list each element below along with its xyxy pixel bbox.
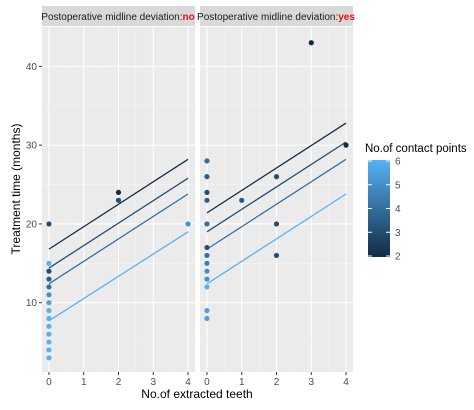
x-axis-title: No.of extracted teeth — [141, 387, 252, 401]
regression-line — [206, 141, 347, 233]
facet-strip-right-label: Postoperative midline deviation:yes — [197, 12, 355, 23]
x-tick-label: 4 — [343, 377, 349, 388]
data-point — [115, 197, 122, 203]
x-tick-label: 0 — [46, 377, 52, 388]
x-tick-label: 0 — [204, 377, 210, 388]
legend-colorbar — [368, 160, 390, 257]
facet-strip-left-label: Postoperative midline deviation:no — [41, 12, 194, 23]
data-point — [46, 260, 52, 266]
x-tick-label: 3 — [150, 377, 156, 388]
data-point — [204, 252, 210, 259]
regression-line — [48, 158, 189, 250]
data-point — [239, 197, 245, 203]
legend-tick-label: 5 — [395, 180, 401, 191]
legend-tick-label: 6 — [395, 157, 401, 168]
regression-line — [206, 193, 347, 285]
data-point — [204, 268, 210, 274]
regression-line — [206, 158, 347, 250]
x-tick-label: 4 — [185, 377, 191, 388]
data-point — [46, 307, 52, 314]
regression-line — [48, 231, 189, 322]
data-point — [204, 260, 210, 266]
data-point — [273, 174, 280, 180]
data-point — [204, 276, 210, 282]
facet-strip-left — [42, 6, 195, 26]
data-point — [204, 307, 210, 314]
data-point — [46, 268, 52, 274]
facet-strip-right-value: yes — [338, 12, 355, 23]
data-point — [46, 339, 52, 345]
legend: No.of contact points 2 3 4 5 6 — [365, 143, 467, 263]
data-point — [204, 221, 210, 227]
facet-strip-left-prefix: Postoperative midline deviation: — [41, 12, 182, 23]
legend-tick-label: 3 — [395, 228, 401, 239]
data-point — [46, 347, 52, 353]
facet-strip-left-value: no — [182, 12, 194, 23]
y-tick-label: 10 — [26, 298, 38, 309]
data-point — [46, 355, 52, 361]
data-point — [308, 40, 314, 46]
y-tick-label: 30 — [26, 141, 38, 152]
data-point — [46, 276, 52, 282]
x-axis-right: 0 1 2 3 4 — [204, 372, 349, 388]
y-tick-label: 20 — [26, 219, 38, 230]
data-point — [273, 252, 280, 259]
data-point — [185, 221, 191, 227]
data-point — [204, 244, 210, 251]
data-point — [46, 300, 52, 306]
x-axis-left: 0 1 2 3 4 — [46, 372, 191, 388]
data-point — [46, 323, 52, 329]
data-point — [204, 189, 210, 196]
data-point — [46, 221, 52, 227]
data-point — [204, 315, 210, 322]
data-point — [343, 142, 349, 148]
facet-panel-left — [42, 27, 195, 372]
data-point — [204, 284, 210, 290]
data-point — [204, 197, 210, 203]
facet-panel-right — [200, 27, 353, 372]
x-tick-label: 1 — [239, 377, 245, 388]
regression-line — [206, 122, 347, 214]
data-point — [46, 292, 52, 298]
regression-line — [48, 177, 189, 269]
legend-ticks: 2 3 4 5 6 — [368, 157, 401, 263]
y-axis-title: Treatment time (months) — [9, 124, 23, 255]
data-point — [46, 315, 52, 322]
data-point — [204, 174, 210, 180]
data-point — [273, 221, 280, 227]
legend-tick-label: 4 — [395, 204, 401, 215]
x-tick-label: 2 — [274, 377, 280, 388]
x-tick-label: 3 — [308, 377, 314, 388]
regression-line — [48, 193, 189, 285]
data-point — [46, 284, 52, 290]
facet-strip-right — [200, 6, 353, 26]
x-tick-label: 2 — [116, 377, 122, 388]
y-axis: 10 20 30 40 — [26, 62, 42, 309]
data-point — [46, 331, 52, 337]
x-tick-label: 1 — [81, 377, 87, 388]
legend-title: No.of contact points — [365, 143, 467, 155]
y-tick-label: 40 — [26, 62, 38, 73]
data-point — [204, 158, 210, 164]
data-point — [115, 189, 122, 196]
legend-tick-label: 2 — [395, 252, 401, 263]
facet-strip-right-prefix: Postoperative midline deviation: — [197, 12, 338, 23]
